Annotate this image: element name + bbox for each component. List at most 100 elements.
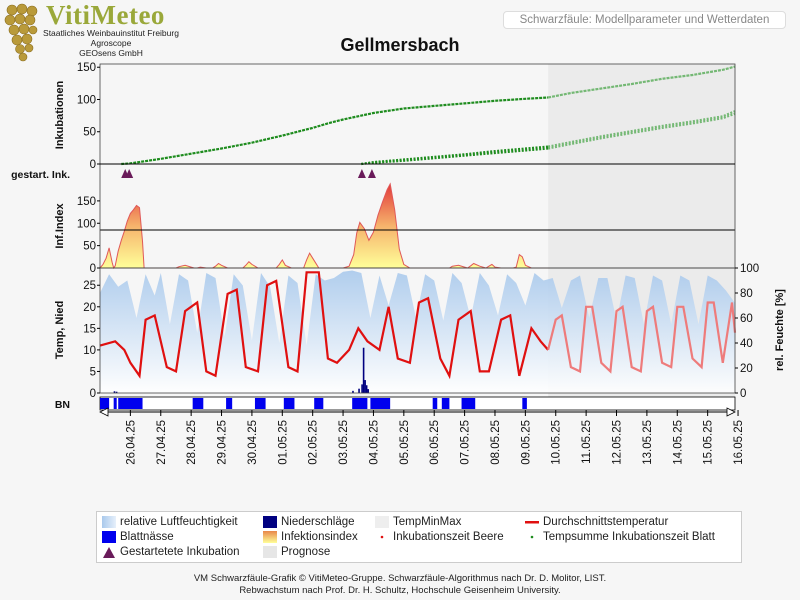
humidity-y-tick-label: 20	[740, 363, 753, 375]
weather-panel-frame	[99, 267, 736, 394]
date-tick-label: 27.04.25	[156, 420, 168, 465]
date-tick-label: 12.05.25	[612, 420, 624, 465]
precipitation-bar	[362, 347, 365, 393]
date-tick-label: 02.05.25	[308, 420, 320, 465]
legend-swatch-blattnaesse	[102, 531, 116, 543]
temp-y-tick-label: 20	[83, 302, 96, 314]
infindex-y-tick-label: 0	[90, 263, 96, 275]
legend-swatch-niederschlag	[263, 516, 277, 528]
date-tick-label: 03.05.25	[338, 420, 350, 465]
legend-swatch-started	[103, 547, 115, 558]
chart-title: Gellmersbach	[340, 35, 460, 55]
ylabel-infection-index: Inf.Index	[54, 203, 66, 249]
ylabel-blattnaesse: BN	[55, 399, 70, 411]
date-tick-label: 15.05.25	[703, 420, 715, 465]
precipitation-bar	[361, 384, 363, 393]
humidity-y-tick-label: 40	[740, 338, 753, 350]
blattnaesse-bar	[441, 398, 450, 409]
grape-logo-icon	[4, 3, 38, 62]
legend-swatch-ink-beere	[380, 535, 384, 539]
blattnaesse-bar	[226, 398, 233, 409]
date-tick-label: 29.04.25	[217, 420, 229, 465]
footer-line-2: Rebwachstum nach Prof. Dr. H. Schultz, H…	[239, 585, 561, 596]
date-tick-label: 08.05.25	[490, 420, 502, 465]
humidity-y-tick-label: 100	[740, 263, 759, 275]
blattnaesse-bar	[314, 398, 324, 409]
footer-line-1: VM Schwarzfäule-Grafik © VitiMeteo-Grupp…	[193, 573, 607, 584]
legend-swatch-humidity	[102, 516, 116, 528]
legend-swatch-infindex	[263, 531, 277, 543]
blattnaesse-bar	[113, 398, 117, 409]
scroll-right-icon	[726, 407, 736, 417]
date-tick-label: 26.04.25	[125, 420, 137, 465]
humidity-y-tick-label: 60	[740, 313, 753, 325]
date-tick-label: 11.05.25	[581, 420, 593, 464]
blattnaesse-bar	[522, 398, 527, 409]
date-tick-label: 16.05.25	[733, 420, 745, 465]
date-tick-label: 07.05.25	[460, 420, 472, 465]
incubation-series-line	[121, 96, 549, 166]
incubation-series-line	[361, 145, 549, 166]
started-incubation-marker	[357, 169, 366, 178]
blattnaesse-bar	[370, 398, 391, 409]
logo-line-geosens: GEOsens GmbH	[79, 48, 143, 58]
blattnaesse-bar	[192, 398, 204, 409]
legend-swatch-tempminmax	[375, 516, 389, 528]
ylabel-rel-feuchte: rel. Feuchte [%]	[774, 289, 786, 371]
date-tick-label: 06.05.25	[429, 420, 441, 465]
logo-line-institute: Staatliches Weinbauinstitut Freiburg	[43, 28, 179, 38]
incubation-series-line	[547, 110, 736, 148]
chart-area: 0 50 100 150 0 50 100 150 0 5 10 15 20 25 0 20 40 60 80 100…	[11, 62, 786, 465]
date-tick-label: 14.05.25	[672, 420, 684, 465]
precipitation-bar	[364, 380, 366, 393]
date-tick-label: 05.05.25	[399, 420, 411, 465]
incubation-y-tick-label: 150	[77, 62, 96, 74]
temp-y-tick-label: 25	[83, 280, 96, 292]
precipitation-bar	[115, 391, 118, 393]
started-incubation-marker	[125, 169, 134, 178]
avg-temperature-line	[99, 271, 549, 380]
date-tick-label: 01.05.25	[277, 420, 289, 465]
infindex-y-tick-label: 100	[77, 218, 96, 230]
started-incubation-marker	[367, 169, 376, 178]
app-title: Schwarzfäule: Modellparameter und Wetter…	[503, 11, 786, 29]
ylabel-started-incubations: gestart. Ink.	[11, 169, 70, 181]
ylabel-incubation: Inkubationen	[54, 81, 66, 150]
blattnaesse-bar	[461, 398, 476, 409]
temp-y-tick-label: 10	[83, 345, 96, 357]
temp-y-tick-label: 5	[90, 366, 96, 378]
legend-swatch-prognose	[263, 546, 277, 558]
date-tick-label: 09.05.25	[520, 420, 532, 465]
legend-swatch-avgtemp	[525, 521, 539, 524]
legend: relative Luftfeuchtigkeit Niederschläge …	[96, 511, 742, 563]
infection-index-area	[98, 182, 550, 270]
incubation-y-tick-label: 0	[90, 159, 96, 171]
blattnaesse-bar	[432, 398, 438, 409]
blattnaesse-bar	[118, 398, 143, 409]
logo-line-agroscope: Agroscope	[90, 38, 132, 48]
ylabel-temp-nied: Temp, Nied	[54, 301, 66, 359]
blattnaesse-bar	[352, 398, 368, 409]
date-tick-label: 10.05.25	[551, 420, 563, 465]
avg-temperature-forecast-line	[547, 301, 737, 374]
logo-title: VitiMeteo	[46, 0, 165, 30]
legend-swatch-ink-blatt	[530, 535, 534, 539]
precipitation-bar	[113, 391, 116, 393]
precipitation-bar	[365, 385, 368, 393]
temp-y-tick-label: 15	[83, 323, 96, 335]
scroll-left-icon	[99, 407, 109, 417]
blattnaesse-bar	[100, 398, 110, 409]
humidity-y-tick-label: 0	[740, 388, 746, 400]
date-tick-label: 04.05.25	[368, 420, 380, 465]
infindex-y-tick-label: 150	[77, 196, 96, 208]
incubation-y-tick-label: 50	[83, 127, 96, 139]
infindex-y-tick-label: 50	[83, 241, 96, 253]
blattnaesse-bar	[283, 398, 295, 409]
precipitation-bar	[352, 390, 354, 393]
temp-y-tick-label: 0	[90, 388, 96, 400]
precipitation-bar	[358, 388, 360, 393]
incubation-series-line	[547, 112, 736, 150]
humidity-y-tick-label: 80	[740, 288, 753, 300]
incubation-series-line	[361, 147, 549, 166]
